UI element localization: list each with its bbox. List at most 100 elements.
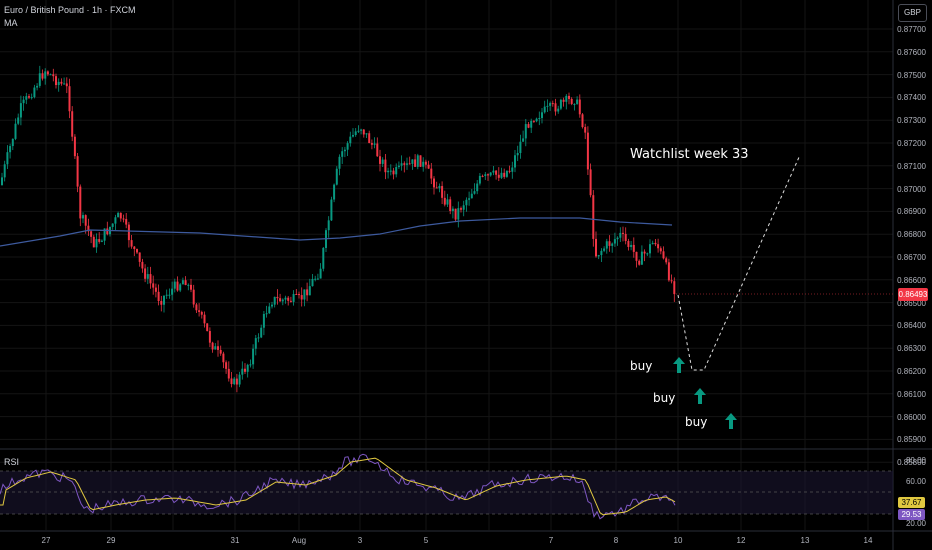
candle-body [44,71,47,79]
time-label: 10 [673,536,683,545]
candle-body [333,184,336,200]
candle-body [397,165,400,167]
candle-body [308,286,311,296]
price-axis-label: 0.86400 [897,321,926,331]
candle-body [654,242,657,245]
candle-body [557,108,560,112]
candle-body [605,241,608,249]
candle-body [103,228,106,241]
currency-button[interactable]: GBP [898,4,927,22]
candle-body [646,253,649,255]
candle-body [611,243,614,246]
candle-body [225,362,228,369]
candle-body [519,141,522,154]
candle-body [352,135,354,137]
candle-body [276,296,279,299]
candle-body [303,289,306,300]
candle-body [384,159,387,173]
candle-body [295,294,298,296]
candle-body [330,199,333,221]
candle-body [360,129,363,131]
candle-body [532,120,535,122]
time-label: 3 [357,536,363,545]
candle-body [114,217,117,224]
candle-body [576,99,579,104]
candle-body [235,378,238,385]
candle-body [273,296,276,305]
candle-body [657,244,660,249]
candle-body [500,172,503,178]
candle-body [349,136,352,144]
candle-body [578,99,581,115]
candle-body [387,170,390,173]
candle-body [1,177,3,185]
price-axis-label: 0.85800 [897,458,926,468]
candle-body [565,95,568,102]
candle-body [651,242,654,245]
candle-body [30,97,33,99]
candle-body [379,156,381,164]
candle-body [503,172,506,177]
candle-body [414,159,417,167]
candle-body [165,294,168,296]
candle-body [222,353,225,363]
candle-body [265,313,268,315]
buy-arrow-icon[interactable] [694,388,706,404]
buy-label-1[interactable]: buy [630,359,653,373]
candle-body [640,251,643,265]
candle-body [673,281,676,295]
candle-body [92,236,95,248]
candle-body [163,295,165,305]
candle-body [484,174,487,177]
candle-body [495,170,498,175]
candle-body [281,299,284,302]
candle-body [249,364,252,366]
candle-body [257,337,260,339]
rsi-label[interactable]: RSI [4,457,20,467]
candle-body [543,106,546,113]
symbol-title[interactable]: Euro / British Pound · 1h · FXCM [4,5,136,15]
ma-indicator-label[interactable]: MA [4,18,18,28]
candle-body [271,304,273,307]
candle-body [36,85,39,88]
price-axis-label: 0.86600 [897,275,926,285]
time-label: 8 [613,536,619,545]
candle-body [403,163,406,165]
price-axis-label: 0.87700 [897,25,926,34]
candle-body [335,168,338,185]
buy-label-3[interactable]: buy [685,415,708,429]
candle-body [524,124,527,139]
candle-body [208,331,211,343]
projection-path [677,154,801,371]
candle-body [41,73,44,79]
price-axis-label: 0.86500 [897,298,926,308]
rsi-level-80: 80.00 [905,456,926,465]
candle-body [90,231,93,237]
candle-body [546,105,549,107]
candle-body [136,249,138,253]
candle-body [144,268,147,279]
candle-body [522,138,525,142]
candle-body [322,247,325,269]
candle-body [530,120,533,128]
candle-body [38,73,41,86]
buy-arrow-icon[interactable] [725,413,737,429]
candle-body [171,288,174,295]
buy-arrow-icon[interactable] [673,357,685,373]
rsi-ma-value-tag: 37.67 [898,497,925,508]
candle-body [430,168,433,179]
candle-body [368,133,371,144]
buy-label-2[interactable]: buy [653,391,676,405]
candle-body [82,215,84,219]
price-axis-label: 0.86800 [897,230,926,240]
candle-body [392,170,395,175]
watchlist-annotation[interactable]: Watchlist week 33 [630,147,749,162]
candle-body [635,251,638,261]
candle-body [33,87,36,98]
time-label: Aug [291,536,307,545]
candle-body [667,262,670,281]
candle-body [457,208,460,220]
candle-body [395,166,398,175]
price-axis-label: 0.87600 [897,47,926,57]
